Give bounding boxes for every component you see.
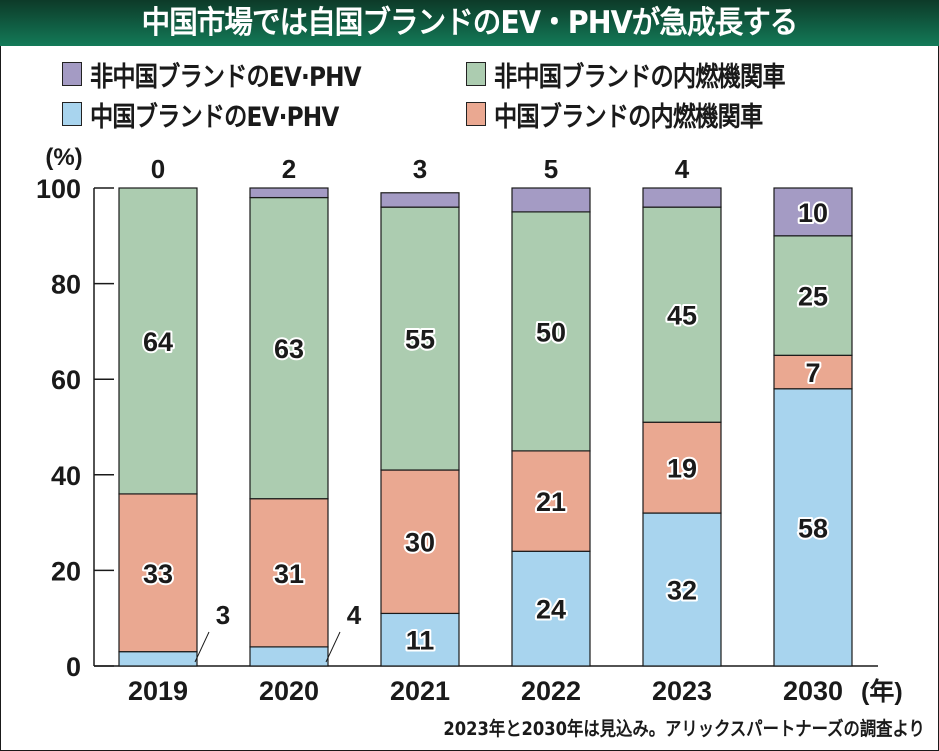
legend-item-non-china-ev: 非中国ブランドのEV·PHV (62, 56, 405, 93)
data-label: 7 (805, 358, 820, 388)
legend-swatch (62, 62, 82, 86)
legend-label: 非中国ブランドの内燃機関車 (494, 61, 786, 93)
bar-segment (511, 187, 591, 213)
data-label: 45 (667, 301, 697, 331)
x-tick-label: 2022 (521, 676, 581, 706)
bar-segment (380, 206, 460, 471)
y-tick-label: 20 (51, 556, 81, 586)
top-value-label: 4 (675, 154, 690, 184)
top-value-label: 0 (151, 154, 165, 184)
bar-segment (118, 651, 198, 667)
x-tick-label: 2021 (390, 676, 450, 706)
bar-segment (380, 612, 460, 667)
data-label: 32 (667, 576, 697, 606)
y-tick-label: 0 (66, 652, 81, 682)
data-label: 58 (798, 513, 828, 543)
bar-segment (249, 196, 329, 500)
y-tick-label: 100 (36, 174, 81, 204)
y-tick-label: 40 (51, 461, 81, 491)
x-axis-label: (年) (861, 677, 903, 706)
bar-segment (511, 450, 591, 552)
data-label: 64 (143, 327, 173, 357)
x-tick-label: 2020 (259, 676, 319, 706)
bar-segment (249, 187, 329, 199)
chart-title: 中国市場では自国ブランドのEV・PHVが急成長する (141, 5, 799, 41)
data-label: 63 (274, 334, 304, 364)
bar-segment (773, 388, 853, 667)
x-tick-label: 2030 (783, 676, 843, 706)
data-label: 30 (405, 528, 435, 558)
y-axis-label: (%) (45, 144, 82, 171)
bar-segment (511, 211, 591, 452)
top-value-label: 5 (544, 154, 558, 184)
bar-segment (642, 206, 722, 423)
data-label: 31 (274, 559, 304, 589)
data-label: 19 (667, 454, 697, 484)
y-tick-label: 60 (51, 365, 81, 395)
y-axis: 0 20 40 60 80 100 (36, 174, 878, 682)
bar-segment (118, 187, 198, 495)
legend-swatch (466, 62, 486, 86)
bars (118, 187, 853, 667)
data-label: 24 (536, 595, 566, 625)
legend-label: 非中国ブランドのEV·PHV (90, 61, 362, 93)
bar-segment (773, 354, 853, 390)
data-label: 3 (216, 600, 230, 630)
bar-segment (642, 187, 722, 208)
title-bar: 中国市場では自国ブランドのEV・PHVが急成長する (0, 0, 939, 46)
data-label: 11 (406, 626, 435, 656)
x-tick-label: 2019 (128, 676, 188, 706)
x-tick-label: 2023 (652, 676, 712, 706)
bar-segment (773, 187, 853, 237)
bar-segment (380, 192, 460, 208)
data-label: 21 (536, 487, 566, 517)
legend-item-china-ev: 中国ブランドのEV·PHV (62, 96, 379, 133)
bar-segment (511, 550, 591, 667)
data-label: 55 (405, 325, 435, 355)
data-label: 10 (798, 198, 828, 228)
data-label: 33 (143, 559, 173, 589)
leader-line (194, 631, 210, 663)
y-tick-label: 80 (51, 270, 81, 300)
data-label: 50 (536, 317, 566, 347)
legend-item-non-china-ice: 非中国ブランドの内燃機関車 (466, 56, 832, 93)
legend-swatch (62, 102, 82, 126)
bar-segment (642, 421, 722, 514)
data-labels: 3336402019431632202011305532021242150520… (128, 154, 903, 706)
legend-label: 中国ブランドのEV·PHV (90, 101, 339, 133)
top-value-label: 2 (282, 154, 296, 184)
legend-label: 中国ブランドの内燃機関車 (494, 101, 763, 133)
legend-item-china-ice: 中国ブランドの内燃機関車 (466, 96, 806, 133)
bar-segment (773, 235, 853, 356)
legend: 非中国ブランドのEV·PHV 非中国ブランドの内燃機関車 中国ブランドのEV·P… (0, 52, 939, 142)
bar-segment (118, 493, 198, 653)
data-label: 25 (798, 282, 828, 312)
bar-segment (249, 646, 329, 667)
bar-segment (249, 498, 329, 648)
legend-swatch (466, 102, 486, 126)
top-value-label: 3 (413, 154, 427, 184)
data-label: 4 (347, 600, 362, 630)
footnote: 2023年と2030年は見込み。アリックスパートナーズの調査より (443, 718, 925, 740)
leader-line (325, 631, 341, 663)
bar-segment (380, 469, 460, 615)
